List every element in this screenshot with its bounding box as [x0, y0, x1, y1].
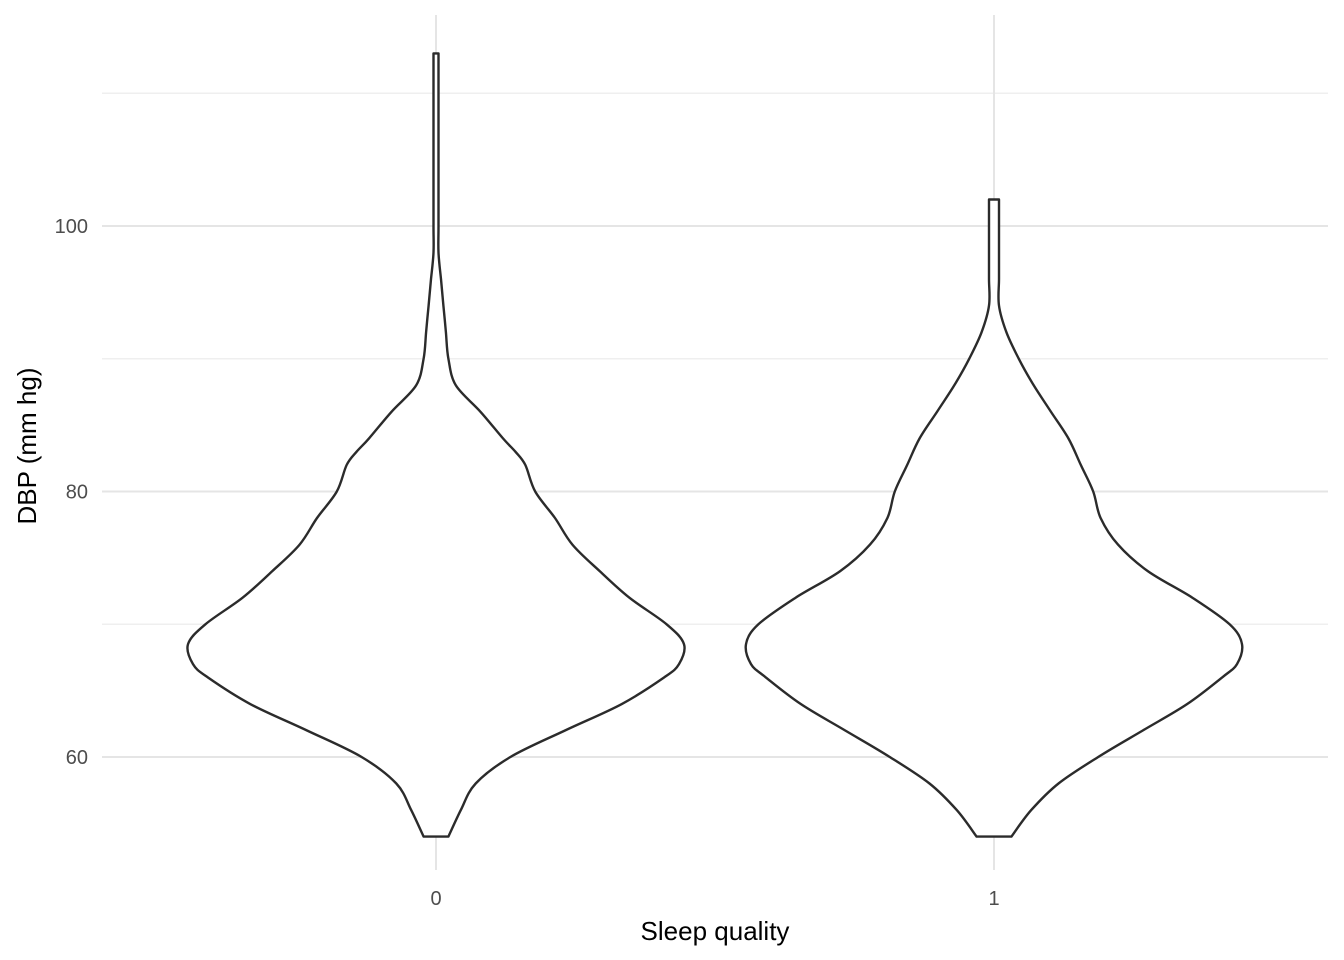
y-tick-label: 100 — [55, 216, 88, 238]
x-tick-label: 0 — [430, 888, 441, 910]
y-axis-title: DBP (mm hg) — [12, 368, 42, 525]
x-tick-label: 1 — [988, 888, 999, 910]
y-axis-ticks: 60 80 100 — [55, 216, 88, 769]
grid — [102, 15, 1328, 870]
x-axis-title: Sleep quality — [641, 916, 790, 946]
violin-sleep-quality-0 — [186, 52, 686, 838]
violins — [186, 52, 1244, 838]
violin-sleep-quality-1 — [744, 198, 1244, 838]
y-tick-label: 80 — [66, 482, 88, 504]
y-tick-label: 60 — [66, 747, 88, 769]
